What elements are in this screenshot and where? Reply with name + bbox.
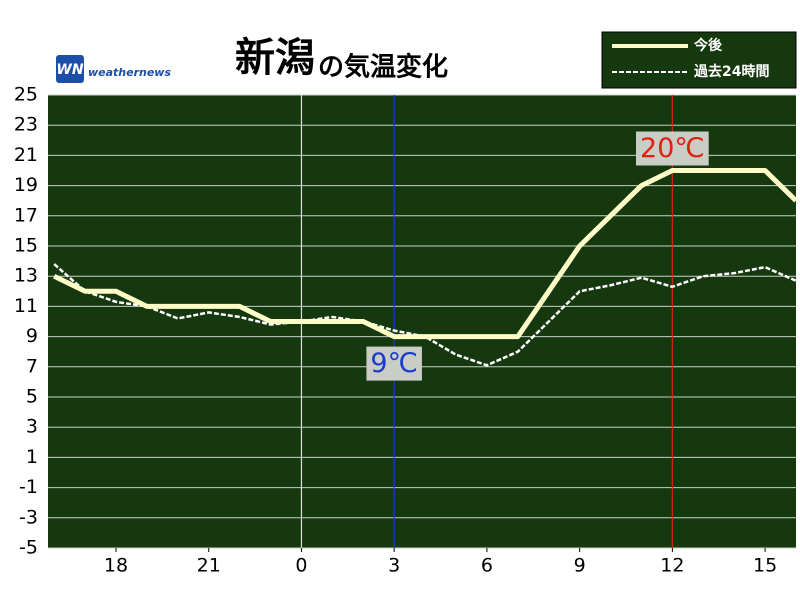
chart-subtitle: の気温変化	[318, 52, 448, 83]
y-tick-label: 9	[26, 325, 38, 347]
x-tick-label: 15	[753, 555, 777, 577]
y-tick-label: 17	[14, 204, 38, 226]
x-tick-label: 9	[574, 555, 586, 577]
y-tick-label: -5	[19, 537, 38, 559]
x-tick-label: 6	[481, 555, 493, 577]
x-tick-label: 0	[295, 555, 307, 577]
chart-title: 新潟	[235, 35, 315, 81]
legend-label: 今後	[693, 37, 723, 54]
y-tick-label: 25	[14, 84, 38, 106]
legend-label: 過去24時間	[693, 63, 769, 80]
y-tick-label: 15	[14, 235, 38, 257]
svg-text:WN: WN	[56, 62, 83, 78]
y-tick-label: -1	[19, 476, 38, 498]
y-tick-label: 5	[26, 386, 38, 408]
annotation: 20℃	[640, 133, 705, 164]
annotation-box	[636, 131, 709, 166]
x-tick-label: 18	[104, 555, 128, 577]
annotation: 9℃	[370, 348, 418, 379]
annotation-box	[366, 346, 422, 381]
y-tick-label: -3	[19, 506, 38, 528]
y-tick-label: 11	[14, 295, 38, 317]
y-tick-label: 1	[26, 446, 38, 468]
x-tick-label: 21	[197, 555, 221, 577]
logo-mark: WN	[56, 55, 84, 83]
y-tick-label: 19	[14, 174, 38, 196]
y-tick-label: 21	[14, 144, 38, 166]
legend-box	[601, 31, 797, 89]
x-tick-label: 3	[388, 555, 400, 577]
y-tick-label: 13	[14, 265, 38, 287]
x-tick-label: 12	[660, 555, 684, 577]
y-tick-label: 7	[26, 355, 38, 377]
series-line	[53, 168, 798, 340]
logo-text: weathernews	[88, 66, 171, 79]
series-line	[53, 263, 797, 367]
y-tick-label: 23	[14, 114, 38, 136]
y-tick-label: 3	[26, 416, 38, 438]
